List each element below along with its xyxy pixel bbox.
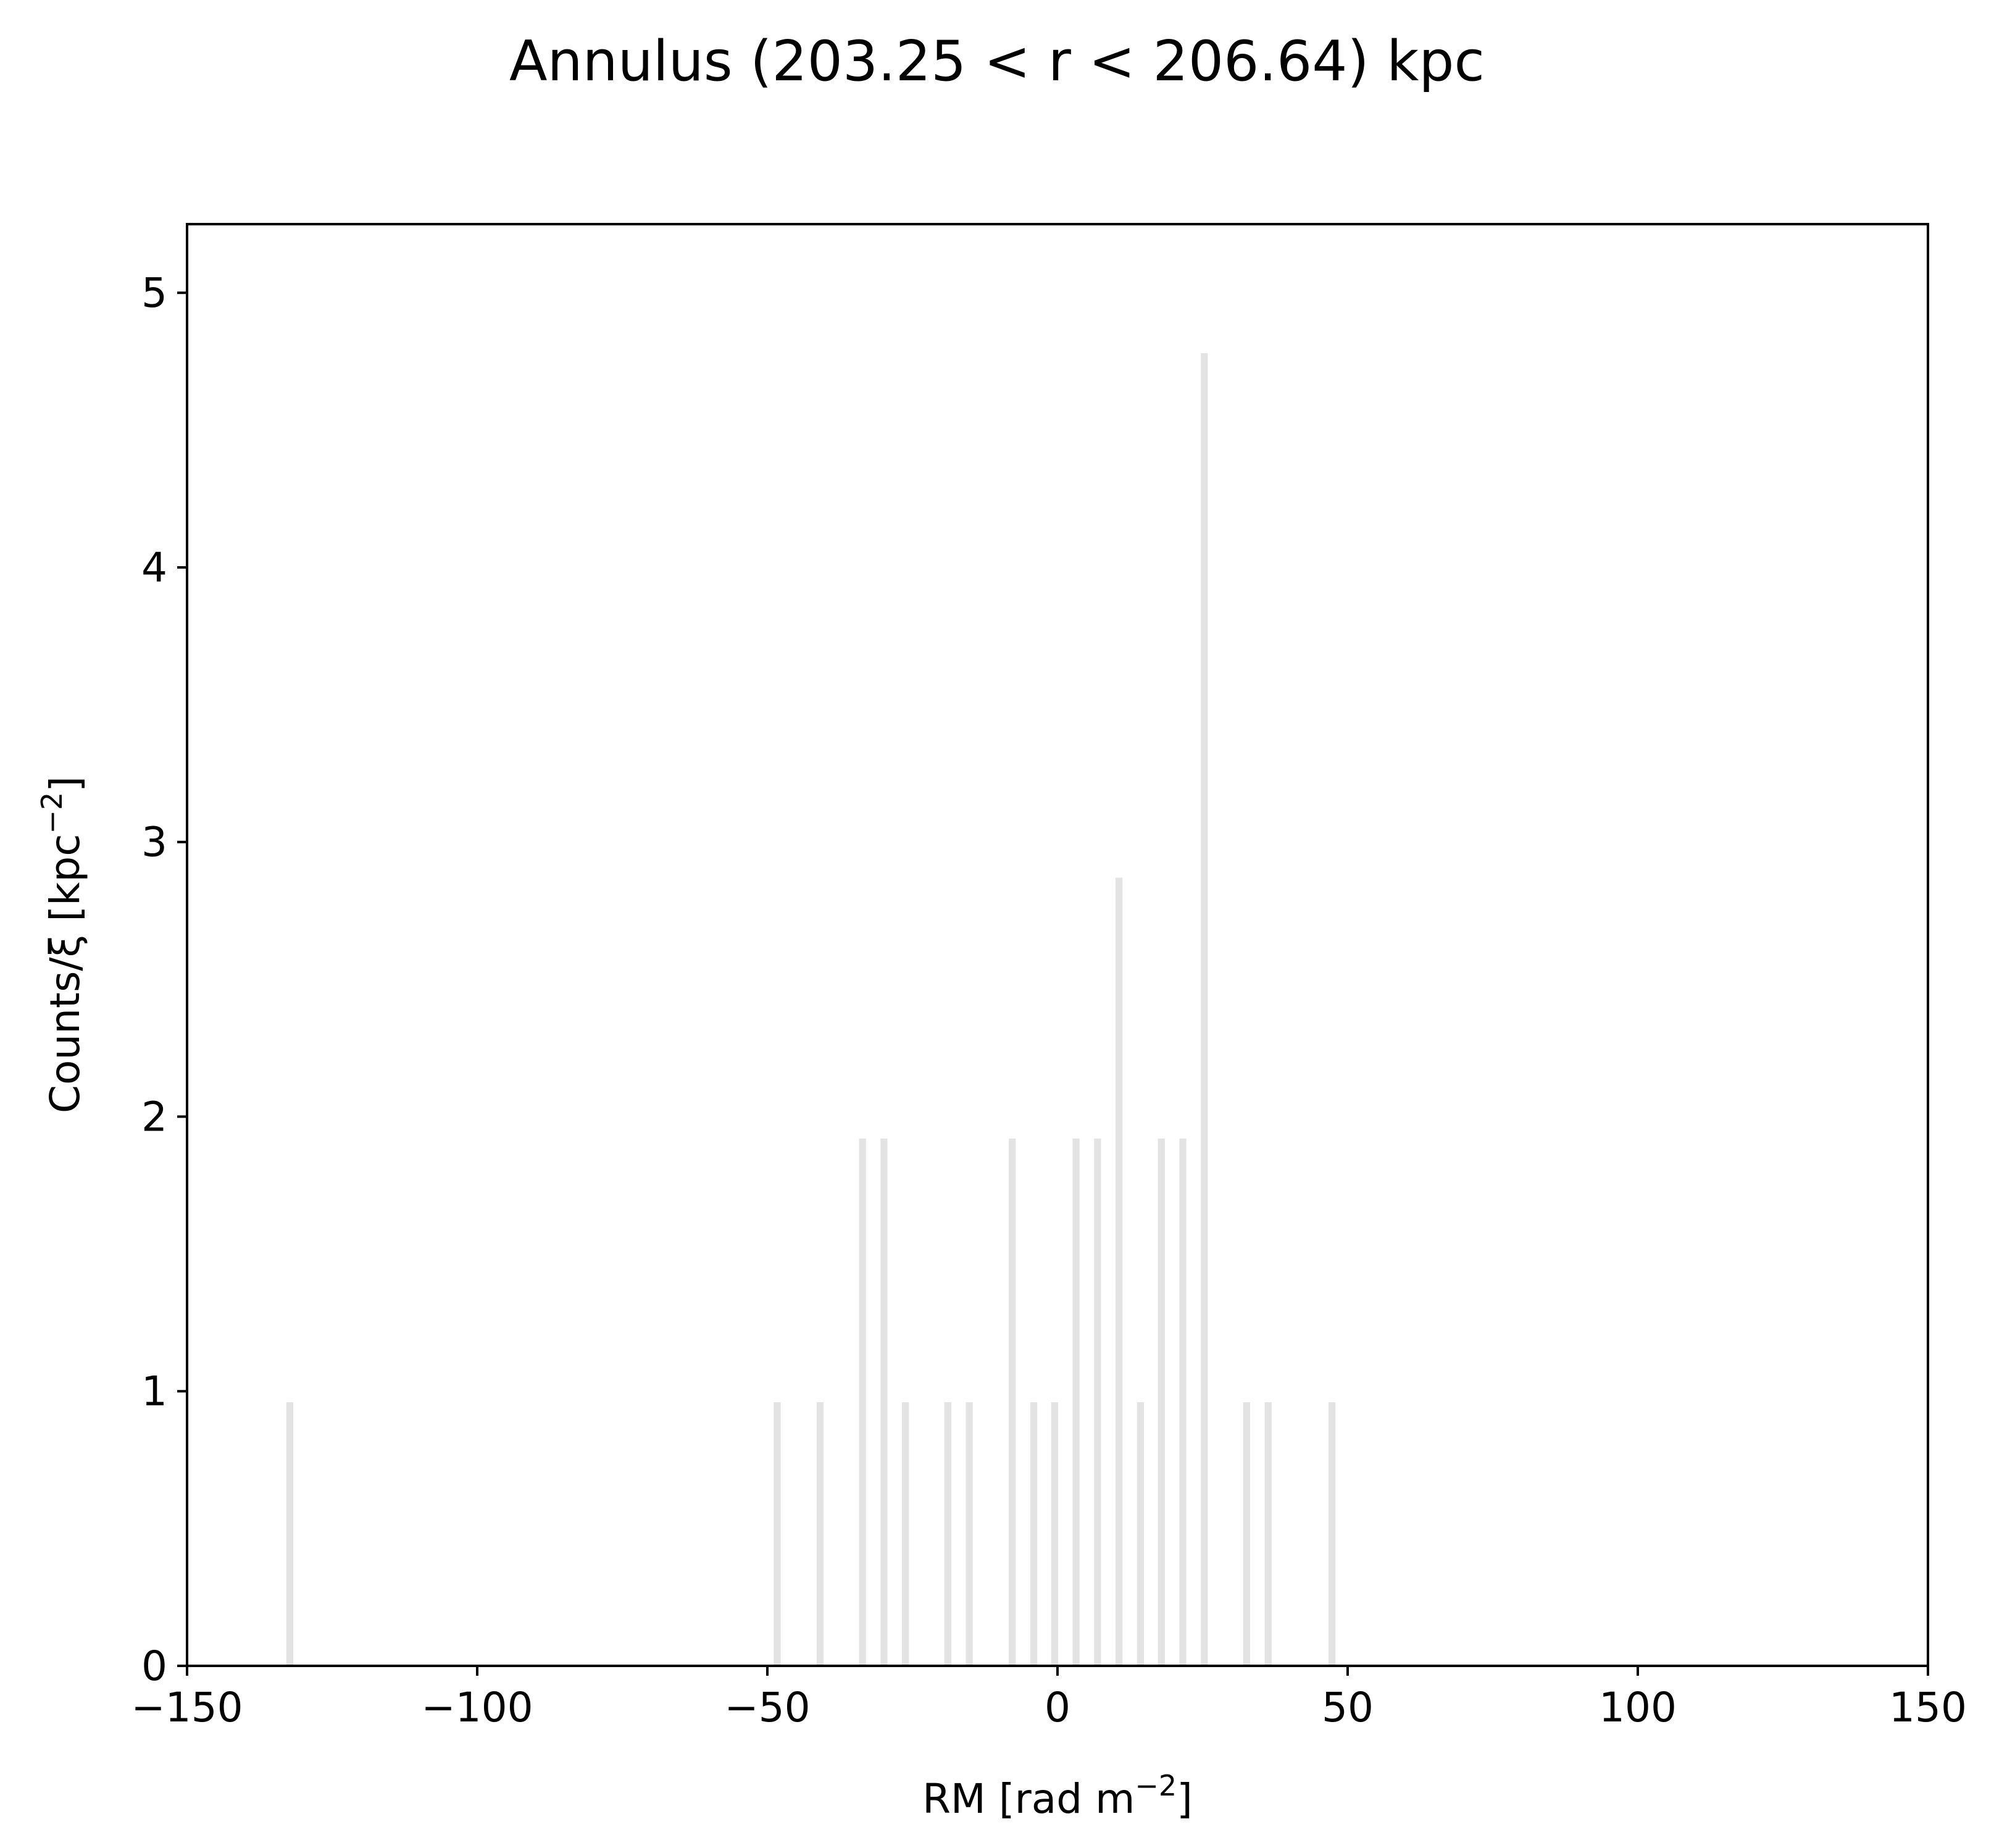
- plot-frame: [186, 223, 1929, 1667]
- x-tick-label: 50: [1322, 1684, 1374, 1731]
- y-axis-ticks: 0 1 2 3 4 5: [141, 269, 187, 1690]
- y-axis-label-exponent: −2: [35, 792, 69, 834]
- bar-20: [1328, 1402, 1336, 1666]
- y-tick-label: 3: [141, 819, 167, 866]
- x-axis-label-close: ]: [1177, 1775, 1193, 1823]
- x-axis-label-exponent: −2: [1135, 1769, 1177, 1802]
- bar-17: [1201, 353, 1208, 1666]
- x-tick-label: −50: [724, 1684, 810, 1731]
- bar-15: [1158, 1139, 1165, 1666]
- y-tick-label: 4: [141, 544, 167, 592]
- x-tick-label: 150: [1889, 1684, 1967, 1731]
- y-tick-label: 1: [141, 1368, 167, 1415]
- x-tick-label: 0: [1045, 1684, 1070, 1731]
- bar-0: [286, 1402, 294, 1666]
- bar-10: [1051, 1402, 1058, 1666]
- bar-7: [966, 1402, 973, 1666]
- bar-3: [859, 1139, 866, 1666]
- bar-6: [944, 1402, 951, 1666]
- bar-8: [1009, 1139, 1016, 1666]
- x-tick-label: −100: [421, 1684, 533, 1731]
- bar-4: [880, 1139, 888, 1666]
- y-tick-label: 0: [141, 1642, 167, 1690]
- bar-2: [816, 1402, 824, 1666]
- y-axis-label: Counts/ξ [kpc−2]: [35, 776, 89, 1113]
- x-axis-label: RM [rad m−2]: [922, 1769, 1193, 1823]
- bar-12: [1094, 1139, 1101, 1666]
- chart-title: Annulus (203.25 < r < 206.64) kpc: [509, 29, 1485, 94]
- x-axis-label-text: RM [rad m: [922, 1775, 1135, 1823]
- y-tick-label: 2: [141, 1093, 167, 1140]
- y-axis-label-text: Counts/ξ [kpc: [41, 834, 89, 1114]
- bar-18: [1243, 1402, 1251, 1666]
- x-tick-label: −150: [131, 1684, 243, 1731]
- bar-1: [774, 1402, 781, 1666]
- bar-series: [286, 353, 1336, 1666]
- y-tick-label: 5: [141, 269, 167, 317]
- x-tick-label: 100: [1599, 1684, 1677, 1731]
- bar-5: [902, 1402, 909, 1666]
- bar-16: [1179, 1139, 1187, 1666]
- bar-13: [1116, 877, 1123, 1666]
- bar-19: [1264, 1402, 1272, 1666]
- x-axis-ticks: −150 −100 −50 0 50 100 150: [131, 1666, 1967, 1731]
- bar-11: [1072, 1139, 1080, 1666]
- bar-9: [1030, 1402, 1038, 1666]
- bar-14: [1137, 1402, 1145, 1666]
- y-axis-label-close: ]: [41, 776, 89, 792]
